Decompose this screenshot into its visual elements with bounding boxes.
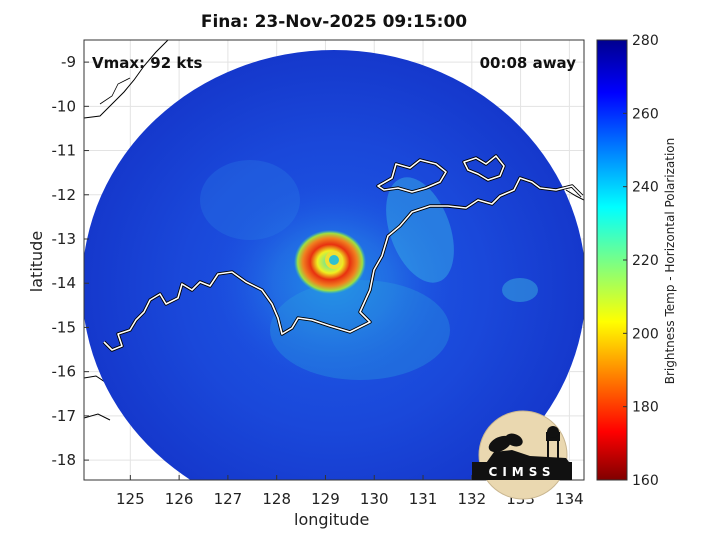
x-tick-label: 126 — [165, 490, 194, 508]
colorbar-tick-label: 180 — [632, 400, 659, 416]
time-away-annotation: 00:08 away — [480, 54, 577, 72]
colorbar-tick-label: 260 — [632, 106, 659, 122]
y-tick-label: -18 — [52, 451, 77, 469]
logo-text: CIMSS — [489, 465, 556, 479]
eye — [329, 255, 339, 265]
y-tick-label: -10 — [52, 97, 77, 115]
colorbar-tick-label: 160 — [632, 473, 659, 489]
cloud-northwest — [200, 160, 300, 240]
coastline-segment — [103, 177, 583, 351]
colorbar — [596, 39, 628, 481]
y-tick-label: -14 — [52, 274, 77, 292]
chart-title: Fina: 23-Nov-2025 09:15:00 — [200, 12, 468, 32]
coastline-segment — [463, 155, 505, 181]
x-tick-label: 130 — [360, 490, 389, 508]
x-tick-label: 134 — [555, 490, 584, 508]
y-tick-label: -16 — [52, 363, 77, 381]
x-tick-label: 127 — [214, 490, 243, 508]
colorbar-label: Brightness Temp - Horizontal Polarizatio… — [663, 137, 677, 385]
y-tick-label: -15 — [52, 318, 77, 336]
logo-bar — [472, 462, 572, 480]
x-tick-label: 131 — [409, 490, 438, 508]
y-tick-label: -17 — [52, 407, 77, 425]
y-axis-label: latitude — [27, 230, 47, 293]
rainband-east — [386, 177, 454, 283]
coastline-segment — [377, 159, 447, 193]
x-axis-label: longitude — [294, 510, 370, 529]
x-tick-label: 128 — [262, 490, 291, 508]
y-tick-label: -9 — [61, 53, 76, 71]
x-tick-label: 132 — [457, 490, 486, 508]
colorbar-tick-label: 200 — [632, 326, 659, 342]
coastline-on-swath — [102, 154, 584, 352]
vmax-annotation: Vmax: 92 kts — [92, 54, 202, 72]
colorbar-tick-labels: 280 260 240 220 200 180 160 — [623, 33, 659, 489]
x-tick-label: 129 — [311, 490, 340, 508]
colorbar-tick-label: 220 — [632, 253, 659, 269]
y-tick-label: -11 — [52, 142, 77, 160]
cimss-logo: CIMSS — [472, 410, 572, 500]
outer-coastline — [84, 40, 584, 421]
axes-frame — [83, 39, 585, 481]
y-tick-label: -12 — [52, 186, 77, 204]
convective-cell — [502, 278, 538, 302]
x-tick-labels: 125126127128129130131132133134 — [116, 475, 584, 508]
swath — [84, 50, 584, 480]
colorbar-tick-label: 280 — [632, 33, 659, 49]
rainband-south — [270, 280, 450, 380]
y-tick-labels: -9 -10 -11 -12 -13 -14 -15 -16 -17 -18 — [52, 53, 89, 469]
y-tick-label: -13 — [52, 230, 77, 248]
colorbar-tick-label: 240 — [632, 180, 659, 196]
x-tick-label: 125 — [116, 490, 145, 508]
